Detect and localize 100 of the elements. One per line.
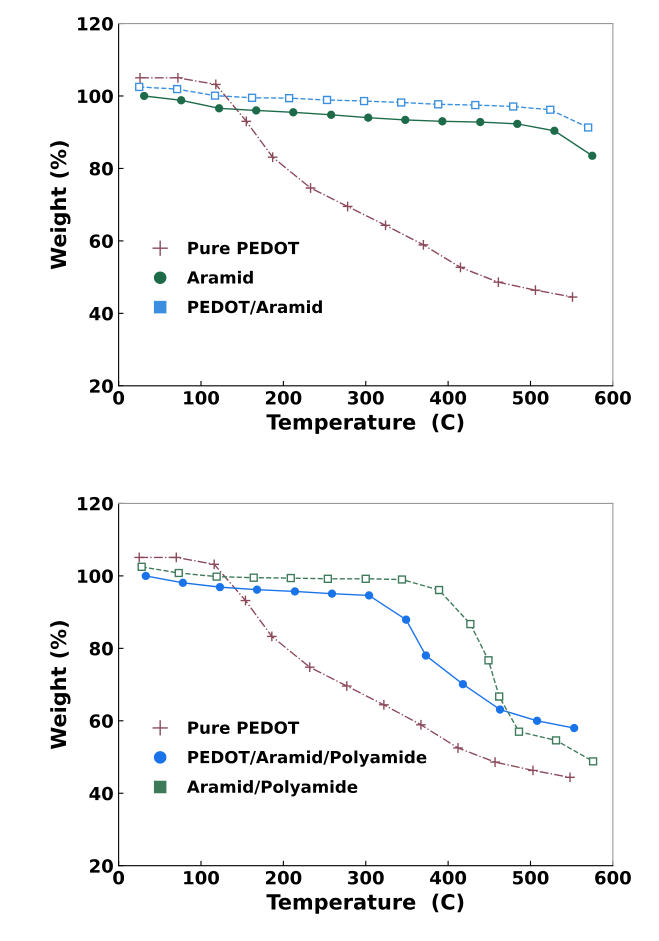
y-tick-label: 80 — [90, 162, 113, 176]
x-axis-title: Temperature (C) — [266, 414, 464, 434]
y-tick-label: 40 — [89, 306, 113, 320]
x-tick-label: 400 — [430, 870, 466, 885]
point — [588, 152, 596, 160]
point — [174, 568, 183, 578]
point — [216, 582, 224, 592]
point — [210, 91, 220, 100]
x-tick-label: 600 — [595, 870, 631, 885]
x-tick-label: 0 — [113, 870, 124, 885]
y-tick-label: 100 — [78, 89, 113, 104]
point — [364, 114, 372, 122]
x-tick-label: 100 — [184, 390, 219, 405]
point — [140, 92, 148, 100]
x-tick-label: 200 — [266, 390, 302, 405]
point — [490, 756, 501, 768]
legend-label: Pure PEDOT — [188, 721, 300, 734]
x-tick-label: 600 — [595, 390, 631, 405]
point — [380, 220, 392, 231]
point — [135, 82, 144, 92]
point — [284, 94, 294, 102]
point — [378, 699, 390, 710]
legend-label: Aramid — [186, 270, 253, 284]
point — [401, 116, 410, 124]
x-tick-label: 200 — [266, 870, 302, 885]
point — [240, 116, 252, 127]
point — [492, 276, 504, 288]
point — [134, 72, 146, 84]
point — [588, 757, 598, 766]
point — [495, 692, 504, 701]
point — [290, 587, 300, 596]
point — [208, 558, 220, 570]
point — [305, 182, 316, 194]
point — [471, 100, 480, 110]
point — [418, 239, 429, 250]
point — [252, 106, 260, 115]
point — [402, 616, 410, 624]
point — [210, 78, 222, 90]
point — [570, 724, 578, 732]
point — [496, 705, 504, 714]
point — [212, 572, 221, 581]
point — [304, 662, 316, 673]
point — [172, 72, 184, 84]
point — [422, 651, 430, 660]
point — [527, 764, 539, 776]
point — [438, 117, 447, 126]
y-axis-title: Weight (%) — [50, 141, 71, 270]
point — [240, 594, 252, 606]
point — [324, 574, 332, 583]
point — [530, 284, 541, 296]
point — [364, 591, 374, 600]
point — [509, 102, 518, 111]
point — [434, 100, 442, 108]
point — [289, 108, 298, 116]
legend-label: Pure PEDOT — [188, 242, 300, 254]
point — [398, 575, 406, 584]
x-tick-label: 100 — [184, 870, 219, 885]
x-tick-label: 300 — [348, 390, 384, 405]
point — [248, 94, 256, 102]
legend-label: PEDOT/Aramid/Polyamide — [188, 750, 426, 767]
point — [252, 585, 262, 594]
point — [434, 586, 444, 594]
point — [550, 126, 559, 135]
point — [142, 572, 150, 580]
point — [584, 123, 592, 132]
point — [322, 96, 332, 104]
point — [566, 291, 578, 303]
y-tick-label: 120 — [78, 496, 113, 511]
point — [177, 96, 186, 104]
point — [138, 562, 146, 571]
point — [564, 772, 576, 783]
x-tick-label: 400 — [430, 390, 466, 405]
y-axis-title: Weight (%) — [50, 621, 71, 750]
point — [178, 578, 188, 587]
point — [214, 104, 224, 112]
point — [250, 574, 258, 582]
point — [514, 728, 524, 736]
legend-label: Aramid/Polyamide — [186, 780, 358, 796]
point — [415, 719, 426, 730]
point — [341, 680, 352, 692]
point — [326, 110, 336, 119]
point — [134, 552, 145, 563]
point — [286, 574, 295, 582]
point — [362, 574, 370, 583]
y-tick-label: 60 — [90, 234, 113, 248]
point — [452, 742, 464, 754]
y-tick-label: 120 — [78, 16, 113, 31]
point — [170, 552, 182, 563]
y-tick-label: 20 — [90, 859, 113, 873]
y-tick-label: 20 — [90, 379, 113, 393]
x-tick-label: 0 — [113, 390, 124, 405]
point — [546, 106, 554, 114]
x-tick-label: 300 — [348, 870, 384, 885]
y-tick-label: 60 — [90, 714, 113, 728]
point — [552, 736, 560, 745]
point — [466, 620, 475, 628]
point — [172, 84, 182, 94]
point — [458, 680, 468, 688]
point — [513, 120, 522, 128]
legend-label: PEDOT/Aramid — [188, 300, 322, 315]
